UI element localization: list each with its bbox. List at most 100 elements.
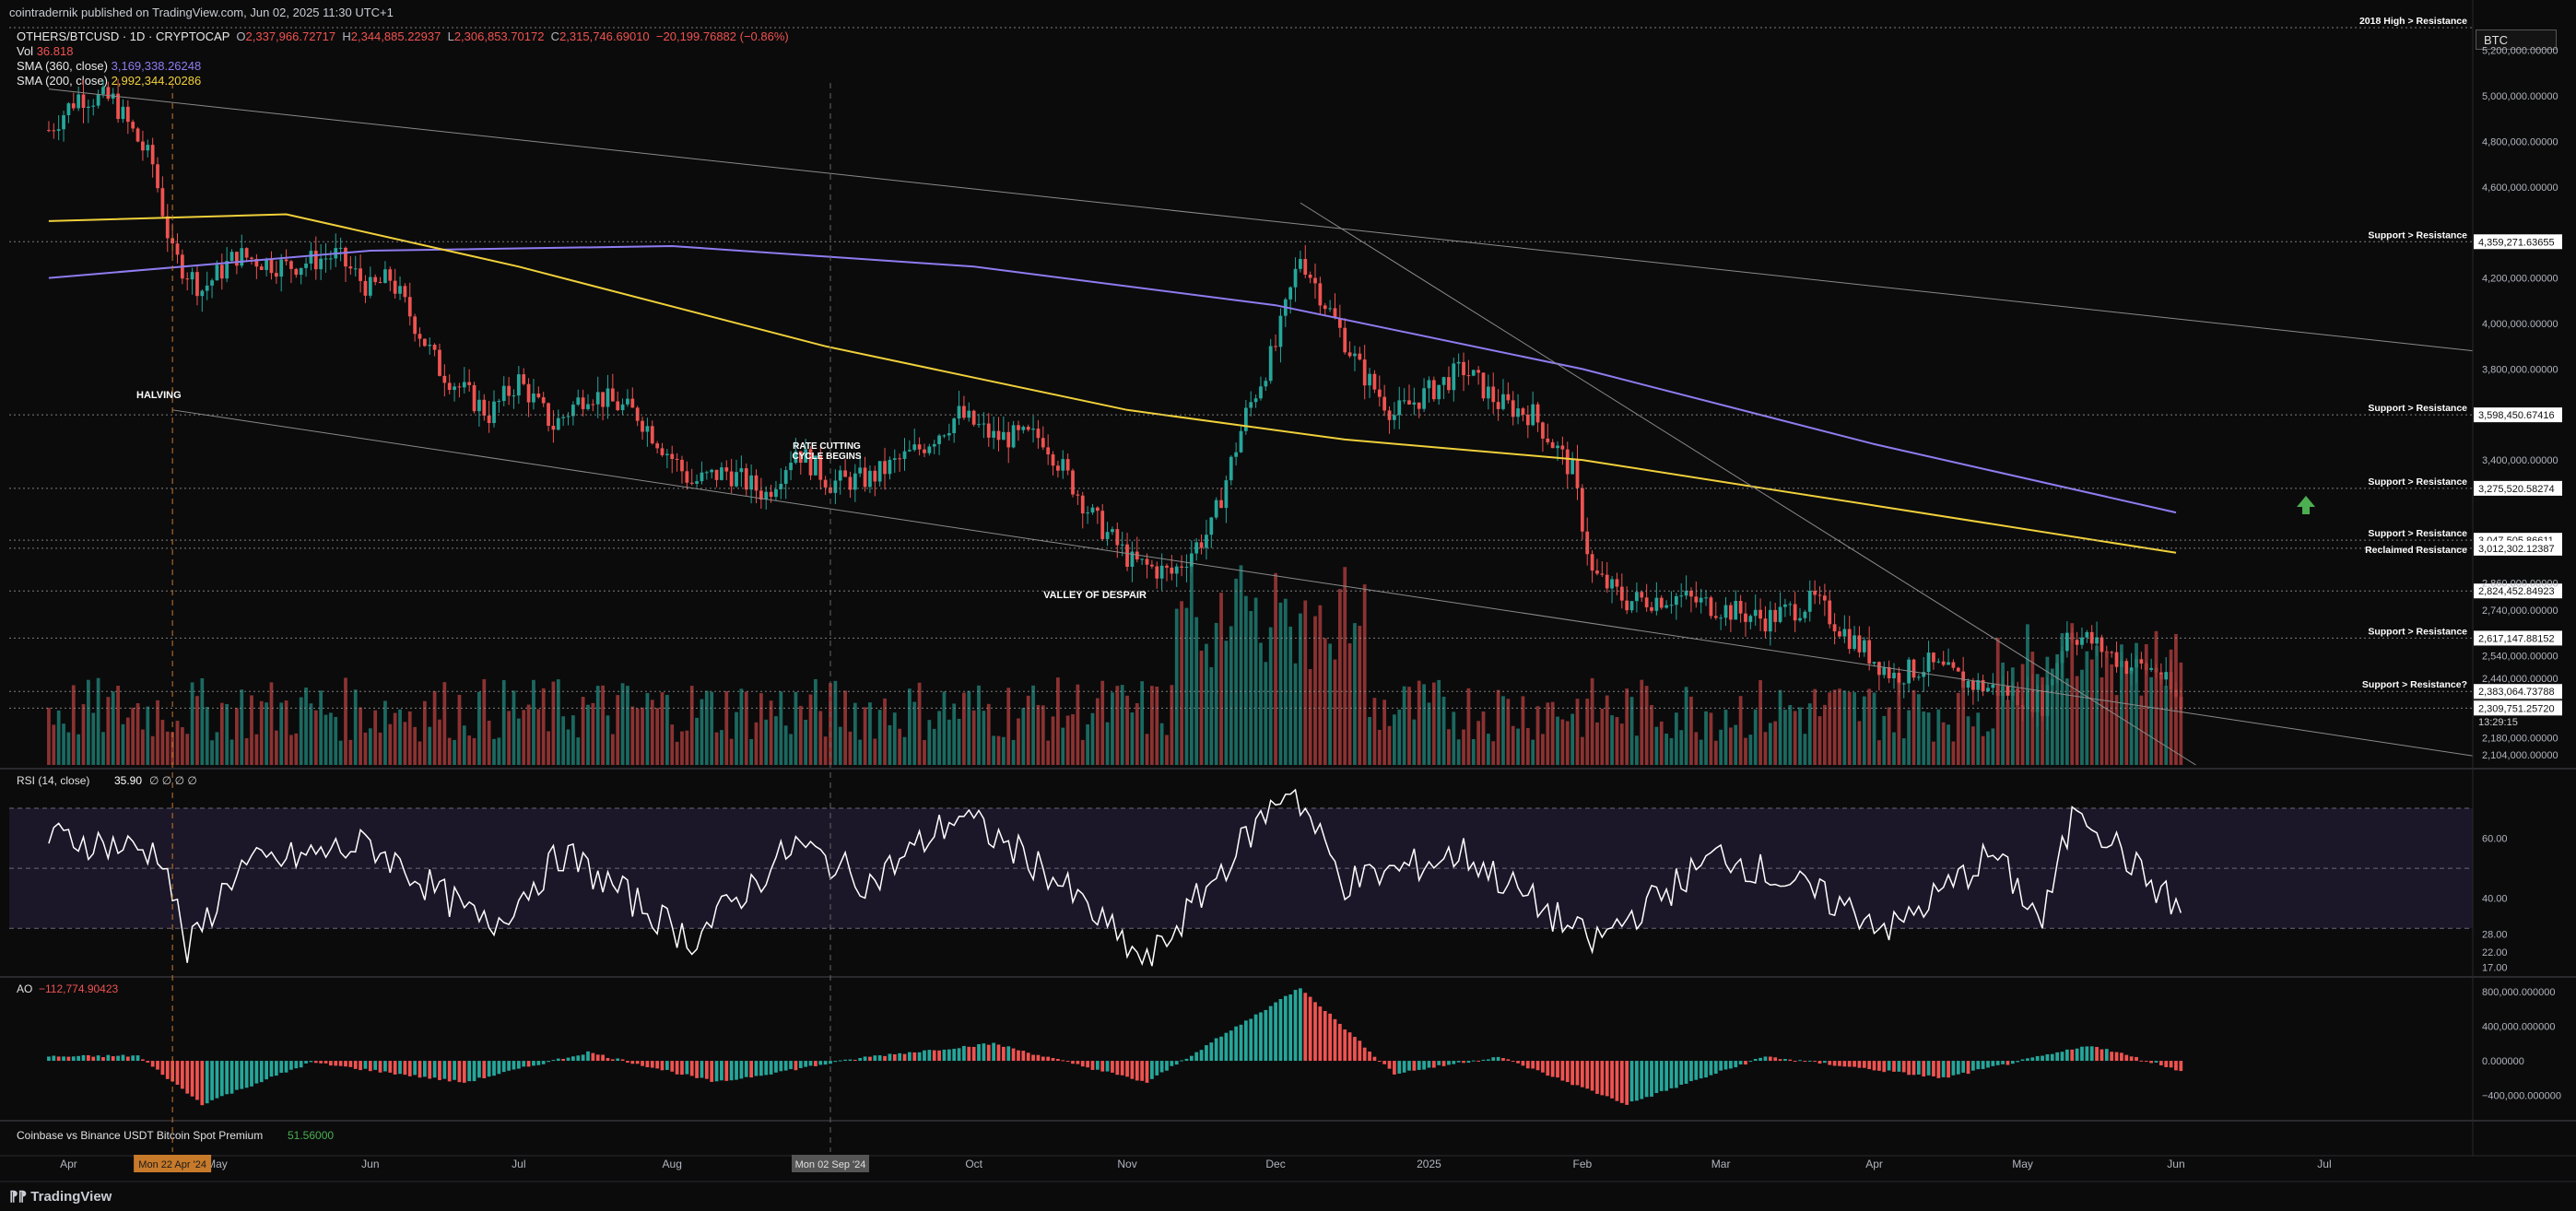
volume-bar: [1253, 597, 1258, 765]
ao-bar: [1723, 1061, 1728, 1070]
ao-bar: [1328, 1013, 1332, 1062]
sma200-value: 2,992,344.20286: [111, 74, 202, 88]
sma200-legend[interactable]: SMA (200, close) 2,992,344.20286: [17, 74, 202, 88]
volume-bar: [620, 683, 625, 765]
volume-bar: [1853, 692, 1856, 765]
ao-bar: [606, 1057, 610, 1062]
volume-bar: [1111, 692, 1114, 765]
volume-bar: [482, 678, 487, 765]
volume-bar: [804, 719, 808, 765]
volume-bar: [235, 708, 239, 765]
volume-bar: [62, 723, 65, 765]
ao-bar: [1076, 1061, 1080, 1064]
ao-bar: [927, 1050, 932, 1062]
ao-bar: [1496, 1056, 1500, 1062]
candle-body: [1882, 666, 1887, 676]
volume-bar: [1995, 638, 2000, 765]
candle-body: [156, 164, 159, 189]
ao-bar: [1793, 1061, 1797, 1063]
ao-bar: [512, 1061, 516, 1070]
candle-body: [81, 94, 86, 108]
volume-bar: [1021, 708, 1026, 765]
candle-body: [1071, 470, 1075, 495]
ao-bar: [883, 1055, 887, 1062]
volume-bar: [71, 685, 76, 765]
volume-bar: [2035, 674, 2040, 765]
ao-bar: [967, 1046, 971, 1062]
ao-bar: [1412, 1061, 1417, 1071]
tradingview-logo[interactable]: ⁋⁋ TradingView: [9, 1188, 112, 1205]
candle-body: [1328, 308, 1332, 310]
volume-bar: [689, 686, 694, 765]
ao-bar: [685, 1061, 689, 1075]
volume-legend[interactable]: Vol 36.818: [17, 44, 74, 58]
volume-bar: [1525, 728, 1530, 765]
ao-bar: [462, 1061, 466, 1083]
candle-body: [868, 470, 872, 488]
ao-bar: [338, 1061, 343, 1066]
symbol-name[interactable]: OTHERS/BTCUSD · 1D · CRYPTOCAP: [17, 29, 230, 43]
candle-body: [1605, 574, 1609, 589]
volume-bar: [1986, 731, 1990, 765]
candle-body: [175, 243, 180, 255]
candle-body: [363, 280, 368, 296]
symbol-box[interactable]: BTC: [2476, 29, 2557, 50]
volume-bar: [2089, 659, 2094, 765]
rsi-axis-label: 60.00: [2482, 834, 2508, 845]
volume-bar: [937, 711, 941, 765]
premium-title: Coinbase vs Binance USDT Bitcoin Spot Pr…: [17, 1129, 263, 1142]
candle-body: [1243, 407, 1248, 431]
ao-bar: [2035, 1055, 2040, 1062]
candle-body: [1807, 591, 1812, 612]
volume-bar: [1308, 668, 1312, 765]
candle-body: [353, 268, 358, 270]
ao-bar: [1259, 1012, 1263, 1062]
volume-bar: [125, 717, 130, 765]
volume-bar: [1318, 605, 1323, 765]
ao-bar: [1689, 1061, 1693, 1082]
ao-axis-label: 400,000.000000: [2482, 1022, 2556, 1033]
volume-bar: [1140, 681, 1145, 765]
candle-body: [313, 251, 318, 270]
ao-bar: [1872, 1061, 1876, 1071]
ao-bar: [863, 1056, 867, 1062]
candle-body: [1635, 592, 1639, 602]
ao-bar: [1447, 1061, 1451, 1065]
ao-bar: [1194, 1052, 1199, 1062]
price-tag-text: 3,275,520.58274: [2478, 484, 2555, 495]
ao-bar: [373, 1061, 378, 1070]
volume-bar: [1046, 740, 1051, 765]
candle-body: [210, 280, 214, 286]
candle-body: [996, 430, 1001, 441]
ao-bar: [779, 1061, 783, 1072]
sma360-legend[interactable]: SMA (360, close) 3,169,338.26248: [17, 59, 202, 73]
volume-bar: [1387, 725, 1392, 765]
candle-body: [1986, 688, 1990, 692]
candle-body: [536, 393, 541, 398]
candle-body: [1679, 595, 1684, 597]
ao-bar: [1466, 1061, 1471, 1064]
volume-bar: [393, 712, 397, 765]
volume-bar: [1382, 700, 1387, 765]
volume-bar: [1333, 659, 1337, 765]
volume-bar: [373, 710, 378, 765]
ao-bar: [1619, 1061, 1624, 1103]
candle-body: [1778, 606, 1782, 622]
ao-bar: [892, 1053, 897, 1062]
ao-bar: [1080, 1061, 1085, 1067]
volume-bar: [1303, 600, 1308, 765]
volume-bar: [789, 734, 793, 765]
volume-bar: [160, 720, 165, 765]
volume-bar: [131, 707, 135, 765]
ao-bar: [986, 1044, 991, 1062]
volume-bar: [1759, 680, 1762, 765]
ao-bar: [1159, 1061, 1164, 1073]
ao-bar: [1343, 1029, 1347, 1062]
volume-bar: [685, 730, 689, 765]
candle-body: [962, 406, 966, 418]
ao-bar: [1393, 1061, 1396, 1075]
sma360-value: 3,169,338.26248: [111, 59, 202, 73]
volume-bar: [1407, 687, 1411, 765]
candle-body: [131, 122, 135, 129]
